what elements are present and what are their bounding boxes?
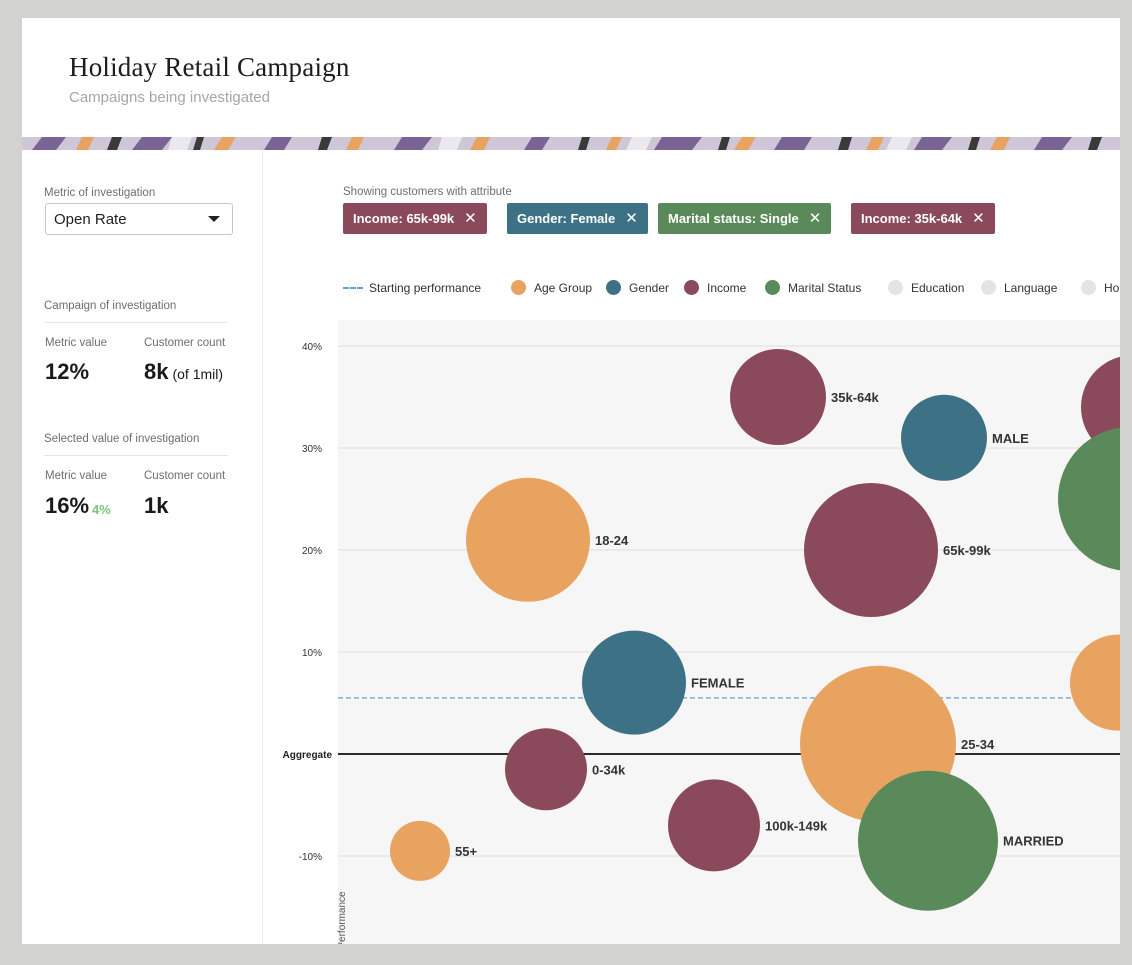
legend-label: Age Group xyxy=(534,281,593,295)
legend-dot-icon xyxy=(606,280,621,295)
aggregate-label: Aggregate xyxy=(283,750,333,761)
legend-dot-icon xyxy=(1081,280,1096,295)
campaign-customer-count: 8k (of 1mil) xyxy=(144,359,223,385)
legend: Starting performance Age Group Gender Inco… xyxy=(343,278,1120,298)
y-axis-label: Performance xyxy=(337,891,348,944)
selected-customer-count-label: Customer count xyxy=(144,470,226,482)
legend-item[interactable]: Age Group xyxy=(511,278,592,298)
bubble-label: 0-34k xyxy=(592,762,626,777)
bubble-label: MARRIED xyxy=(1003,834,1064,849)
y-tick-label: 10% xyxy=(302,648,322,659)
legend-label: Hom xyxy=(1104,281,1120,295)
legend-dot-icon xyxy=(684,280,699,295)
header: Holiday Retail Campaign Campaigns being … xyxy=(22,18,1120,138)
legend-dot-icon xyxy=(511,280,526,295)
y-tick-label: -10% xyxy=(299,852,322,863)
divider xyxy=(44,455,228,456)
close-icon[interactable]: ✕ xyxy=(625,210,638,227)
bubble-label: 65k-99k xyxy=(943,543,991,558)
bubble[interactable] xyxy=(505,728,587,811)
close-icon[interactable]: ✕ xyxy=(464,210,477,227)
filter-chip-label: Gender: Female xyxy=(517,211,616,226)
bubble-label: MALE xyxy=(992,431,1029,446)
legend-item[interactable]: Marital Status xyxy=(765,278,861,298)
bubble[interactable] xyxy=(1070,634,1120,731)
bubble[interactable] xyxy=(858,770,998,911)
legend-dot-icon xyxy=(765,280,780,295)
legend-item[interactable]: Gender xyxy=(606,278,669,298)
filter-chip-label: Income: 35k-64k xyxy=(861,211,963,226)
bubble-label: 55+ xyxy=(455,844,477,859)
main-panel: Showing customers with attribute Income:… xyxy=(263,150,1120,944)
legend-label: Marital Status xyxy=(788,281,862,295)
sidebar: Metric of investigation Open Rate Campai… xyxy=(22,150,263,944)
campaign-metric-value: 12% xyxy=(45,359,90,384)
legend-label: Starting performance xyxy=(369,281,482,295)
metric-label: Metric of investigation xyxy=(44,187,156,199)
bubble[interactable] xyxy=(466,477,590,602)
selected-metric-value-label: Metric value xyxy=(45,470,107,482)
filter-chip[interactable]: Marital status: Single ✕ xyxy=(658,203,832,234)
bubble-label: 25-34 xyxy=(961,737,995,752)
bubble[interactable] xyxy=(668,779,760,872)
y-tick-label: 20% xyxy=(302,546,322,557)
legend-label: Education xyxy=(911,281,965,295)
filter-chip[interactable]: Gender: Female ✕ xyxy=(507,203,648,234)
selected-metric-value: 16% xyxy=(45,493,90,518)
close-icon[interactable]: ✕ xyxy=(808,210,822,227)
metric-select[interactable]: Open Rate xyxy=(45,203,233,235)
caret-down-icon xyxy=(208,216,220,222)
filters-label: Showing customers with attribute xyxy=(343,186,512,198)
bubble-label: 100k-149k xyxy=(765,818,828,833)
bubble[interactable] xyxy=(901,394,987,481)
legend-item[interactable]: Language xyxy=(981,278,1057,298)
page-title: Holiday Retail Campaign xyxy=(69,52,350,82)
legend-item[interactable]: Education xyxy=(888,278,964,298)
legend-item[interactable]: Hom xyxy=(1081,278,1120,298)
filter-chip-label: Income: 65k-99k xyxy=(353,211,455,226)
bubble[interactable] xyxy=(582,630,686,735)
campaign-customer-count-value: 8k xyxy=(144,359,169,384)
filter-chip[interactable]: Income: 35k-64k ✕ xyxy=(851,203,995,234)
filter-chip-label: Marital status: Single xyxy=(668,211,799,226)
campaign-card: Holiday Retail Campaign Campaigns being … xyxy=(22,18,1120,944)
legend-starting-performance: Starting performance xyxy=(343,278,481,298)
close-icon[interactable]: ✕ xyxy=(972,210,985,227)
bubble[interactable] xyxy=(1058,427,1120,571)
metric-select-value: Open Rate xyxy=(54,211,127,228)
selected-section-label: Selected value of investigation xyxy=(44,433,200,445)
bubble-chart: 40% 30% 20% 10% -10% Aggregate Performance 35k-… xyxy=(283,320,1120,944)
bubble-label: 18-24 xyxy=(595,533,629,548)
y-tick-label: 30% xyxy=(302,444,322,455)
bubble-label: 35k-64k xyxy=(831,390,879,405)
campaign-metric-value-label: Metric value xyxy=(45,337,107,349)
bubble[interactable] xyxy=(390,820,450,881)
y-tick-label: 40% xyxy=(302,342,322,353)
legend-item[interactable]: Income xyxy=(684,278,746,298)
legend-label: Income xyxy=(707,281,747,295)
campaign-customer-count-suffix: (of 1mil) xyxy=(172,366,224,382)
bubble-label: FEMALE xyxy=(691,676,745,691)
legend-dot-icon xyxy=(888,280,903,295)
decorative-banner xyxy=(22,137,1120,150)
campaign-section-label: Campaign of investigation xyxy=(44,300,177,312)
campaign-customer-count-label: Customer count xyxy=(144,337,226,349)
bubble[interactable] xyxy=(730,349,826,445)
legend-label: Gender xyxy=(629,281,670,295)
dashed-line-icon xyxy=(343,287,363,289)
page-subtitle: Campaigns being investigated xyxy=(69,89,270,106)
divider xyxy=(44,322,228,323)
selected-customer-count: 1k xyxy=(144,493,169,518)
bubble[interactable] xyxy=(804,483,938,617)
legend-dot-icon xyxy=(981,280,996,295)
selected-metric-delta: 4% xyxy=(92,502,111,517)
legend-label: Language xyxy=(1004,281,1058,295)
filter-chip[interactable]: Income: 65k-99k ✕ xyxy=(343,203,487,234)
